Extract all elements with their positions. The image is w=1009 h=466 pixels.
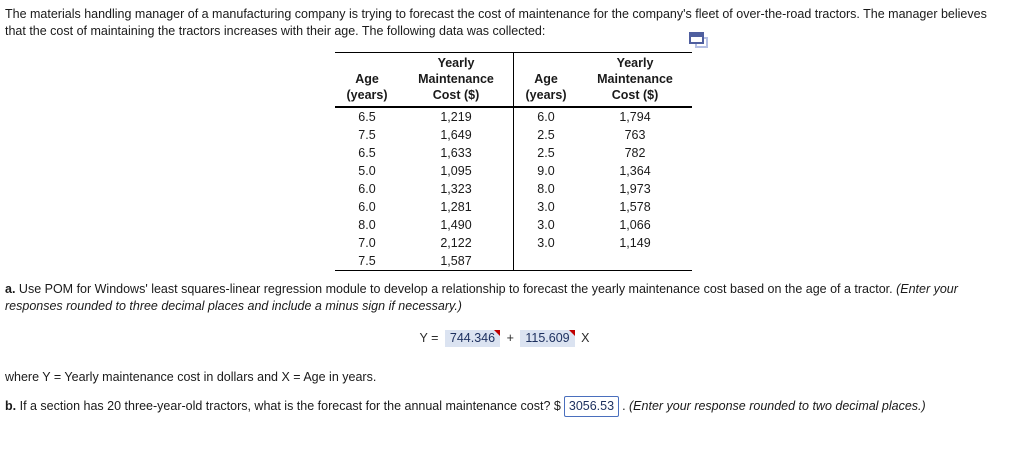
- equation-lhs: Y =: [419, 331, 439, 345]
- slope-answer-box[interactable]: 115.609: [520, 330, 575, 347]
- table-cell: 6.5: [358, 110, 376, 124]
- table-cell: 3.0: [513, 216, 578, 234]
- table-cell: 8.0: [513, 180, 578, 198]
- table-cell: 1,587: [399, 252, 514, 271]
- header-age-left: Age (years): [335, 52, 399, 108]
- table-cell: 6.5: [358, 146, 376, 160]
- regression-equation: Y = 744.346 + 115.609 X: [0, 330, 1009, 347]
- header-age-right: Age (years): [513, 52, 578, 108]
- table-cell: [513, 252, 578, 271]
- intercept-answer-box[interactable]: 744.346: [444, 330, 501, 347]
- part-b-label: b.: [5, 399, 17, 413]
- table-row: 6.0 1,281 3.0 1,578: [335, 198, 692, 216]
- table-row: 8.0 1,490 3.0 1,066: [335, 216, 692, 234]
- slope-value: 115.609: [525, 331, 570, 345]
- table-cell: 1,649: [440, 128, 472, 142]
- header-cost-left: Yearly Maintenance Cost ($): [399, 52, 514, 108]
- table-cell: 8.0: [358, 218, 376, 232]
- part-a-label: a.: [5, 282, 16, 296]
- correct-flag-icon: [494, 330, 501, 336]
- table-cell: 763: [624, 128, 646, 142]
- part-a-text: Use POM for Windows' least squares-linea…: [18, 282, 897, 296]
- table-cell: 1,066: [619, 218, 651, 232]
- table-cell: 1,219: [440, 110, 472, 124]
- intercept-value: 744.346: [449, 331, 496, 345]
- part-a-note: (Enter your responses rounded to three d…: [5, 282, 958, 313]
- table-cell: 1,973: [619, 182, 651, 196]
- table-cell: 1,794: [619, 110, 651, 124]
- table-row: 6.0 1,323 8.0 1,973: [335, 180, 692, 198]
- table-cell: 7.0: [358, 236, 376, 250]
- table-cell: 9.0: [513, 162, 578, 180]
- table-header-row: Age (years) Yearly Maintenance Cost ($) …: [335, 52, 692, 108]
- table-cell: 2,122: [440, 236, 472, 250]
- header-cost-right: Yearly Maintenance Cost ($): [578, 52, 692, 108]
- equation-plus: +: [506, 331, 514, 345]
- table-cell: 5.0: [358, 164, 376, 178]
- part-b-after: .: [622, 399, 630, 413]
- table-row: 7.5 1,649 2.5 763: [335, 126, 692, 144]
- part-b-text: If a section has 20 three-year-old tract…: [19, 399, 561, 413]
- part-a-question: a. Use POM for Windows' least squares-li…: [5, 281, 1005, 315]
- table-row: 6.5 1,219 6.0 1,794: [335, 107, 692, 126]
- table-row: 6.5 1,633 2.5 782: [335, 144, 692, 162]
- equation-variable: X: [581, 331, 590, 345]
- table-cell: 2.5: [513, 126, 578, 144]
- table-cell: 1,490: [440, 218, 472, 232]
- table-cell: 3.0: [513, 234, 578, 252]
- problem-statement: The materials handling manager of a manu…: [5, 7, 987, 38]
- table-cell: 2.5: [513, 144, 578, 162]
- table-cell: 6.0: [358, 200, 376, 214]
- table-cell: 1,578: [619, 200, 651, 214]
- copy-icon[interactable]: [689, 32, 709, 49]
- table-cell: 1,281: [440, 200, 472, 214]
- table-cell: [578, 252, 692, 271]
- part-b-question: b. If a section has 20 three-year-old tr…: [5, 396, 1005, 417]
- table-row: 7.5 1,587: [335, 252, 692, 271]
- table-cell: 1,095: [440, 164, 472, 178]
- table-cell: 6.0: [358, 182, 376, 196]
- table-cell: 1,149: [619, 236, 651, 250]
- variable-definition: where Y = Yearly maintenance cost in dol…: [5, 370, 377, 384]
- part-b-answer-box[interactable]: 3056.53: [563, 396, 620, 417]
- maintenance-data-table: Age (years) Yearly Maintenance Cost ($) …: [335, 52, 692, 271]
- table-cell: 7.5: [358, 128, 376, 142]
- part-b-note: (Enter your response rounded to two deci…: [629, 399, 926, 413]
- table-cell: 1,364: [619, 164, 651, 178]
- table-cell: 1,323: [440, 182, 472, 196]
- table-cell: 3.0: [513, 198, 578, 216]
- correct-flag-icon: [568, 330, 575, 336]
- table-cell: 6.0: [513, 107, 578, 126]
- data-table-container: Age (years) Yearly Maintenance Cost ($) …: [335, 32, 708, 271]
- table-row: 7.0 2,122 3.0 1,149: [335, 234, 692, 252]
- table-cell: 7.5: [335, 252, 399, 271]
- table-cell: 782: [624, 146, 646, 160]
- table-row: 5.0 1,095 9.0 1,364: [335, 162, 692, 180]
- table-cell: 1,633: [440, 146, 472, 160]
